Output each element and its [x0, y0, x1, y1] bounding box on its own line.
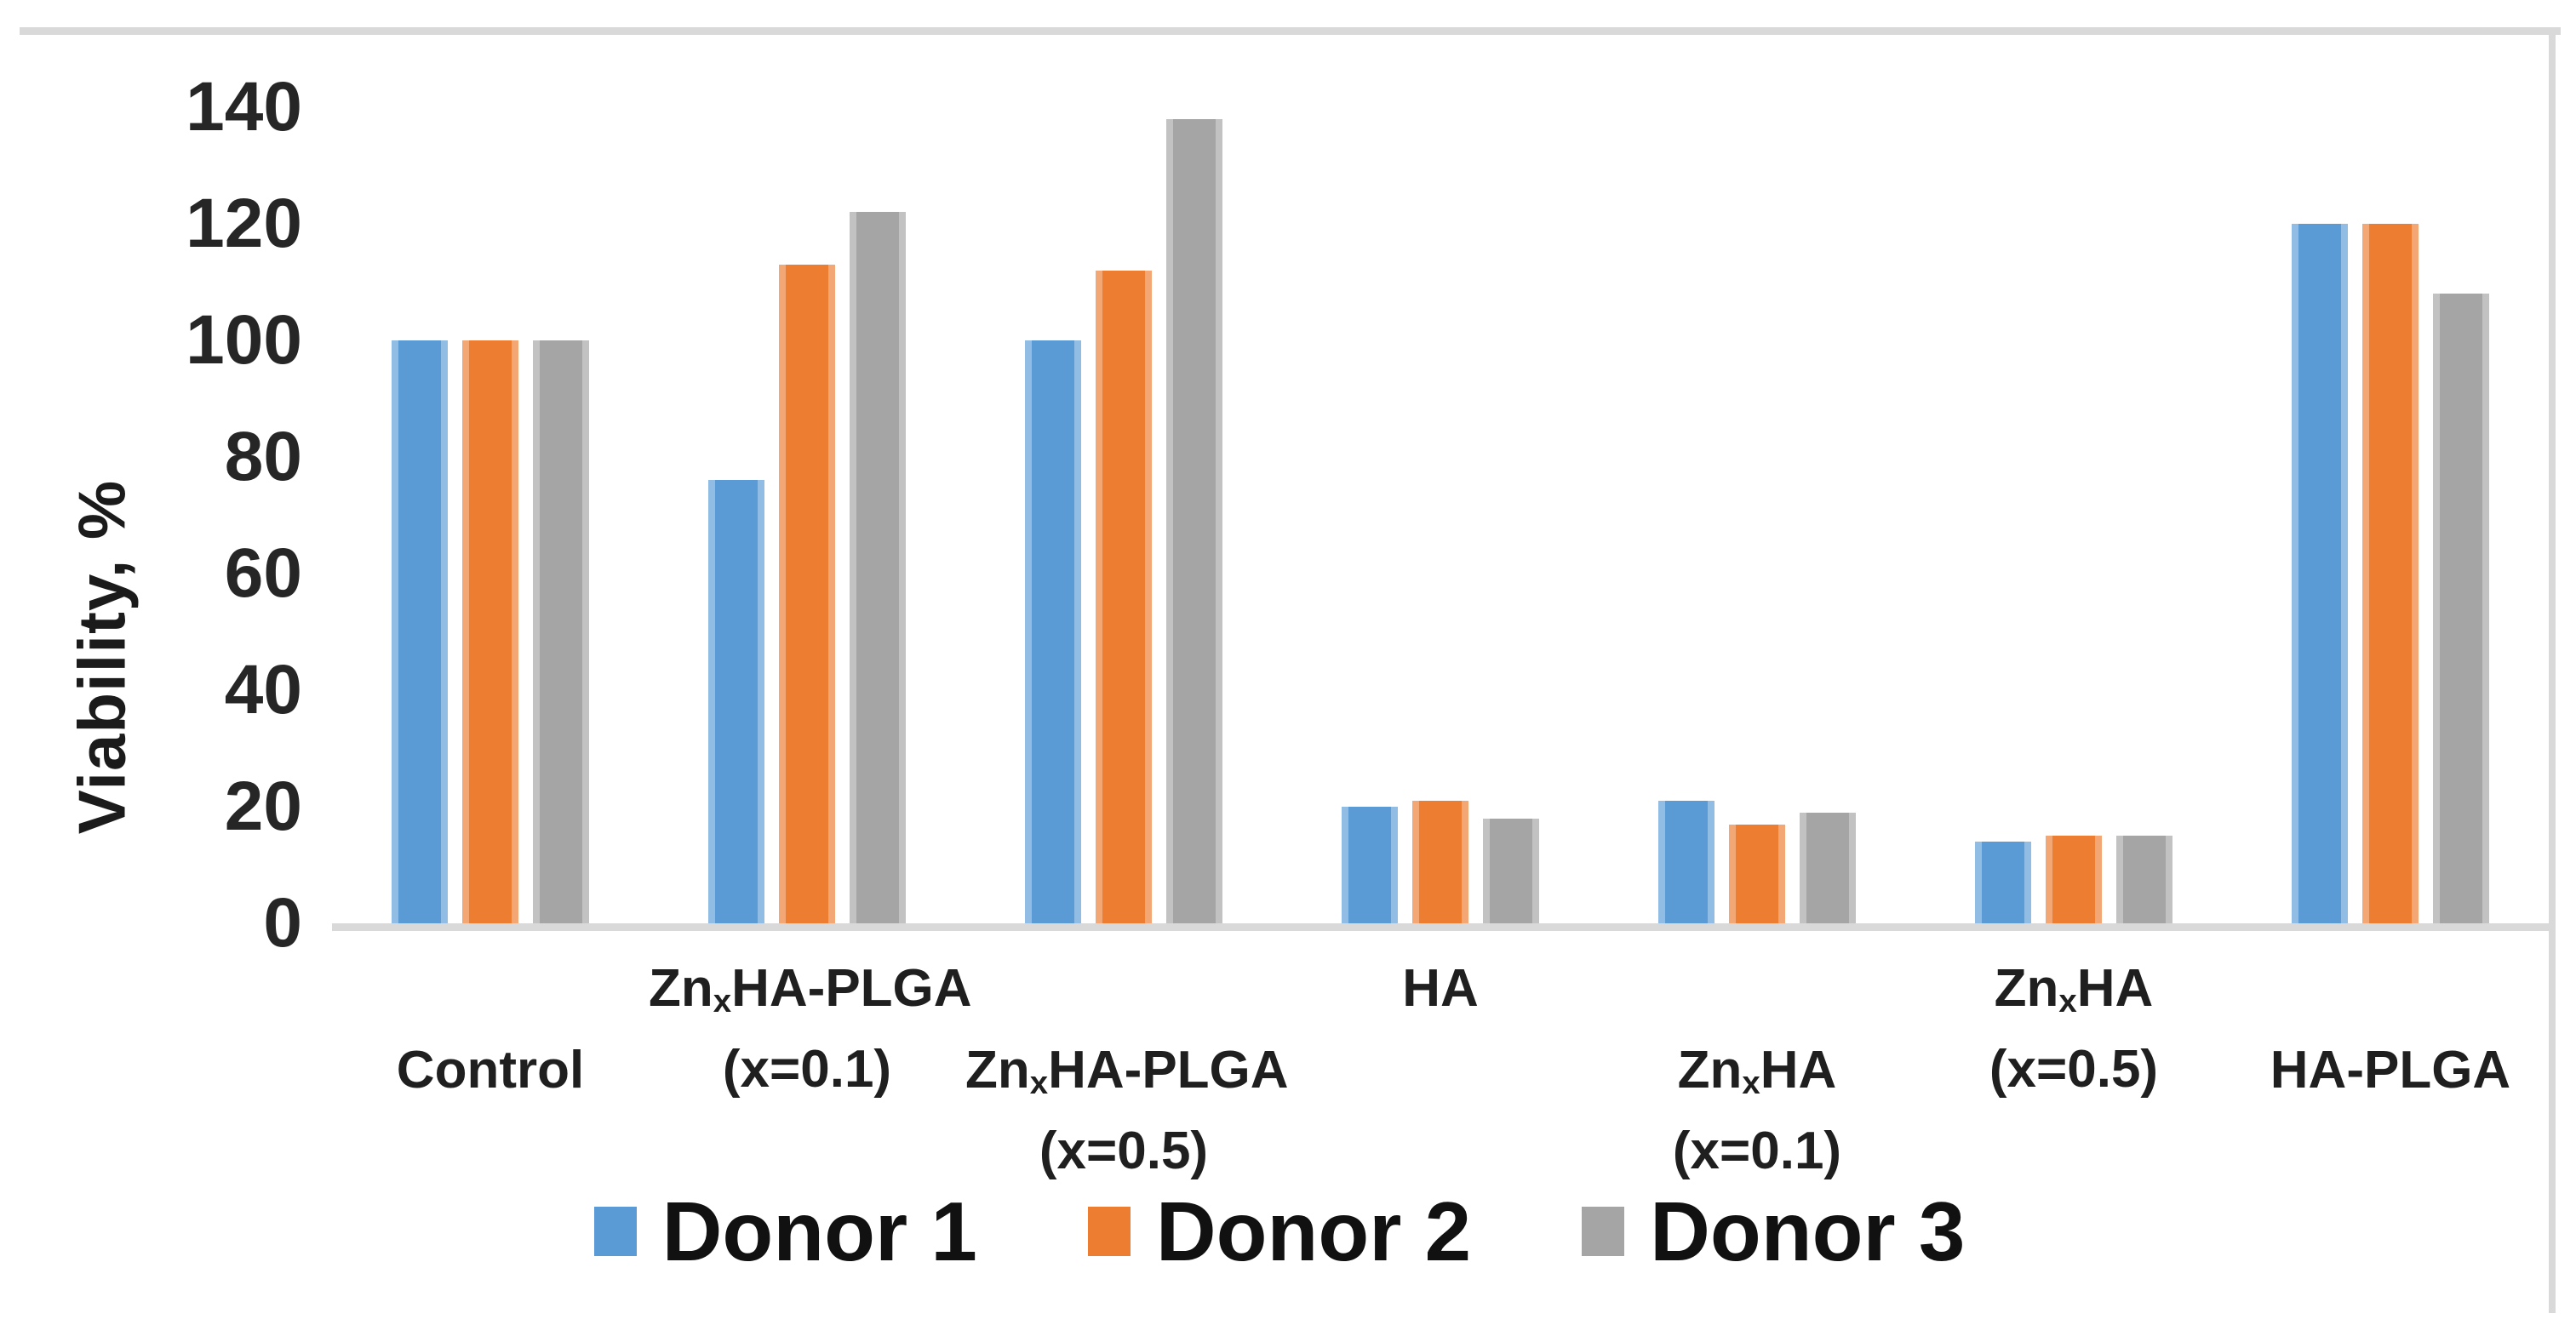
y-tick-label: 80	[224, 418, 302, 495]
bar-group-znxha-x05	[1975, 107, 2172, 923]
bar-group-znxha-plga-x05	[1025, 107, 1222, 923]
bar	[1483, 818, 1539, 923]
bar-group-control	[392, 107, 589, 923]
y-tick-label: 100	[186, 301, 302, 379]
category-label-znxha-plga-x01: ZnxHA-PLGA (x=0.1)	[649, 955, 972, 1104]
category-text: Zn	[1994, 959, 2059, 1018]
y-tick-label: 40	[224, 651, 302, 728]
category-label-control: Control	[332, 1036, 649, 1105]
bar	[1412, 801, 1468, 923]
bar-group-ha	[1342, 107, 1539, 923]
bar	[1729, 824, 1785, 923]
bar	[2433, 294, 2489, 923]
category-text-line2: (x=0.1)	[722, 1039, 892, 1099]
category-subscript: x	[1742, 1064, 1760, 1101]
category-label-ha-plga: HA-PLGA	[2232, 1036, 2549, 1105]
legend-label: Donor 2	[1155, 1185, 1472, 1278]
category-text: Zn	[1677, 1041, 1743, 1099]
category-text: HA-PLGA	[1048, 1041, 1289, 1099]
bar	[2362, 224, 2419, 923]
bar	[2116, 836, 2172, 923]
y-axis-tick-labels: 140 120 100 80 60 40 20 0	[0, 0, 302, 1021]
category-text: Zn	[965, 1041, 1030, 1099]
bar	[2046, 836, 2102, 923]
category-text: HA-PLGA	[2270, 1041, 2511, 1099]
category-text-line2: (x=0.1)	[1672, 1121, 1842, 1180]
legend-item-donor-3: Donor 3	[1582, 1185, 1965, 1278]
category-subscript: x	[1029, 1064, 1049, 1101]
y-tick-label: 20	[224, 768, 302, 845]
category-text: Control	[396, 1041, 585, 1099]
bar	[533, 340, 589, 923]
bar	[1975, 842, 2031, 923]
legend-swatch-donor-1	[593, 1207, 637, 1256]
y-tick-label: 0	[263, 884, 302, 962]
category-text-line2: (x=0.5)	[1039, 1121, 1209, 1180]
category-text: HA-PLGA	[731, 959, 972, 1018]
bar	[462, 340, 518, 923]
bar	[1800, 812, 1856, 923]
y-tick-label: 60	[224, 534, 302, 612]
bar	[708, 480, 764, 923]
bar-group-znxha-x01	[1658, 107, 1856, 923]
bar	[850, 212, 906, 923]
bar	[1658, 801, 1714, 923]
category-subscript: x	[713, 982, 732, 1019]
category-text: HA	[1402, 959, 1479, 1018]
legend-item-donor-2: Donor 2	[1087, 1185, 1472, 1278]
category-label-znxha-plga-x05: ZnxHA-PLGA (x=0.5)	[965, 1036, 1289, 1185]
category-label-ha: HA	[1282, 955, 1599, 1023]
bar	[2292, 224, 2348, 923]
category-label-znxha-x05: ZnxHA (x=0.5)	[1915, 955, 2232, 1104]
bar	[1342, 807, 1398, 923]
y-tick-label: 140	[186, 68, 302, 146]
bar	[779, 264, 835, 923]
x-axis-line	[332, 923, 2549, 931]
bar	[1096, 270, 1152, 923]
category-subscript: x	[2058, 982, 2077, 1019]
category-text: HA	[2076, 959, 2154, 1018]
category-text: HA	[1760, 1041, 1837, 1099]
legend-label: Donor 3	[1650, 1185, 1966, 1278]
legend: Donor 1 Donor 2 Donor 3	[0, 1185, 2559, 1278]
window-right-divider	[2549, 31, 2556, 1313]
bar-group-ha-plga	[2292, 107, 2489, 923]
bar	[1166, 118, 1222, 923]
category-text-line2: (x=0.5)	[1989, 1039, 2159, 1099]
legend-swatch-donor-3	[1582, 1207, 1625, 1256]
legend-label: Donor 1	[661, 1185, 977, 1278]
category-text: Zn	[649, 959, 713, 1018]
y-tick-label: 120	[186, 185, 302, 262]
bar	[392, 340, 448, 923]
plot-area	[332, 107, 2549, 923]
bar	[1025, 340, 1081, 923]
category-label-znxha-x01: ZnxHA (x=0.1)	[1599, 1036, 1915, 1185]
window-top-divider	[20, 27, 2561, 35]
legend-swatch-donor-2	[1087, 1207, 1131, 1256]
bar-group-znxha-plga-x01	[708, 107, 906, 923]
legend-item-donor-1: Donor 1	[593, 1185, 977, 1278]
